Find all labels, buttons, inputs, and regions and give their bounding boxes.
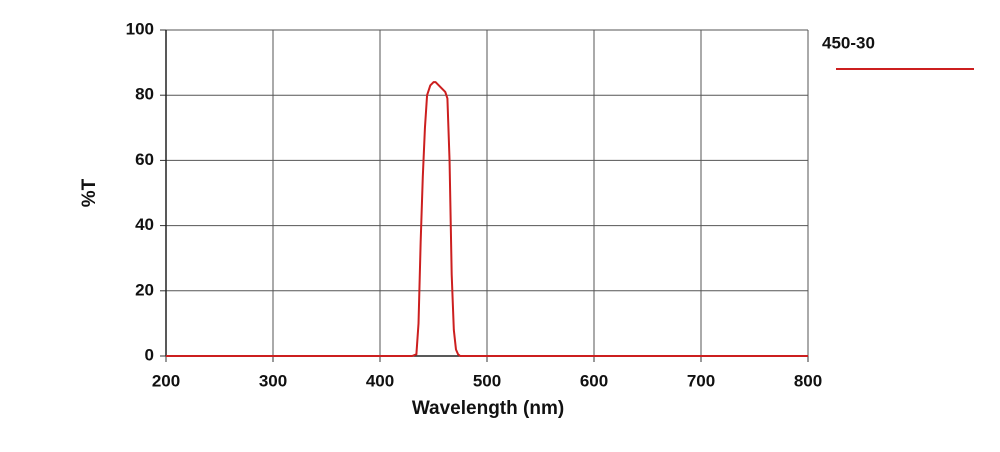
x-tick-label: 800 (794, 371, 822, 390)
x-tick-label: 700 (687, 371, 715, 390)
y-tick-label: 100 (126, 19, 154, 38)
y-tick-label: 80 (135, 85, 154, 104)
data-line (166, 81, 808, 357)
x-tick-label: 500 (473, 371, 501, 390)
y-tick-label: 20 (135, 280, 154, 299)
legend-label: 450-30 (822, 33, 875, 52)
x-tick-label: 600 (580, 371, 608, 390)
y-tick-label: 40 (135, 215, 154, 234)
x-axis-label: Wavelength (nm) (412, 398, 564, 419)
x-tick-label: 200 (152, 371, 180, 390)
x-tick-label: 300 (259, 371, 287, 390)
y-tick-label: 60 (135, 150, 154, 169)
x-tick-label: 400 (366, 371, 394, 390)
y-tick-label: 0 (145, 345, 154, 364)
y-axis-label: %T (79, 178, 100, 207)
